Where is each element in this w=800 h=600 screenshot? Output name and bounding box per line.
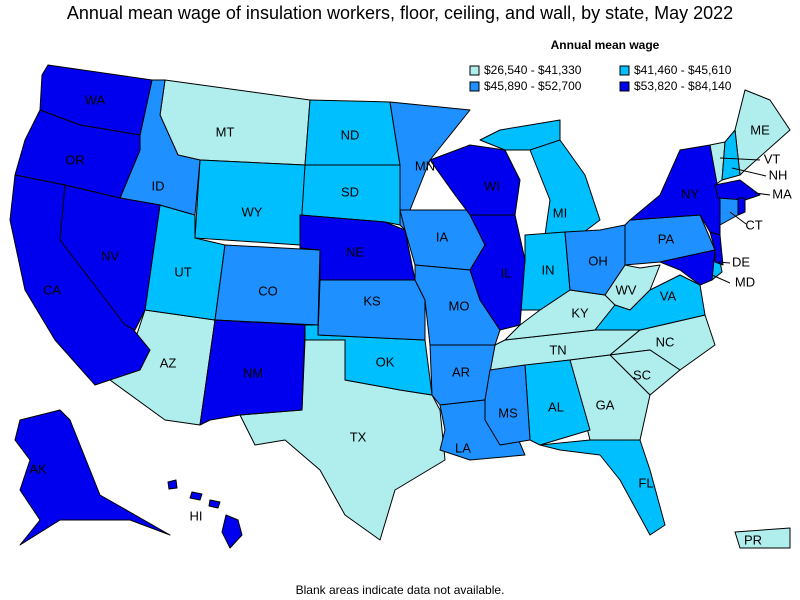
state-label: NH: [769, 167, 788, 182]
state: [709, 231, 724, 266]
leader-line: [717, 261, 731, 264]
state-label: PR: [744, 532, 762, 547]
state: [484, 364, 531, 446]
state-label: IA: [436, 229, 449, 244]
leader-line: [731, 167, 767, 177]
state-label: AL: [548, 399, 564, 414]
state: [714, 179, 761, 201]
state-label: CT: [745, 217, 762, 232]
state-label: OK: [376, 354, 395, 369]
state-label: DE: [732, 254, 750, 269]
state-label: ID: [152, 178, 165, 193]
state-label: IL: [501, 265, 512, 280]
legend-swatch: [469, 65, 480, 76]
state: [59, 184, 161, 331]
state-label: UT: [174, 264, 191, 279]
state: [469, 214, 526, 331]
state: [167, 479, 243, 549]
state-label: CO: [258, 283, 278, 298]
legend-label: $45,890 - $52,700: [484, 79, 582, 93]
state-label: MN: [415, 158, 435, 173]
state: [721, 129, 741, 181]
state-label: MA: [772, 186, 792, 201]
state: [594, 274, 706, 331]
state-label: NC: [656, 334, 675, 349]
state-label: KS: [363, 293, 381, 308]
state-label: HI: [190, 508, 203, 523]
state-label: FL: [638, 475, 653, 490]
legend-swatch: [619, 81, 630, 92]
state-label: AR: [452, 364, 470, 379]
state-label: VA: [660, 288, 677, 303]
state-label: NV: [101, 248, 119, 263]
title: Annual mean wage of insulation workers, …: [67, 3, 733, 23]
legend-swatch: [619, 65, 630, 76]
state: [194, 159, 306, 246]
state-label: GA: [596, 397, 615, 412]
legend: Annual mean wage $26,540 - $41,330 $41,4…: [469, 38, 732, 93]
state: [539, 439, 666, 536]
state-label: SC: [633, 367, 651, 382]
state: [659, 249, 716, 286]
legend-label: $26,540 - $41,330: [484, 63, 582, 77]
state-label: NY: [681, 186, 699, 201]
state-label: WV: [616, 282, 637, 297]
state-label: KY: [571, 305, 589, 320]
state-label: MO: [449, 298, 470, 313]
state: [199, 319, 306, 426]
state-label: ME: [750, 122, 770, 137]
legend-label: $41,460 - $45,610: [634, 63, 732, 77]
state: [317, 279, 426, 341]
state-label: OR: [65, 152, 85, 167]
state-label: MI: [553, 205, 567, 220]
state-label: SD: [341, 184, 359, 199]
leader-line: [729, 211, 747, 225]
state-label: MD: [735, 274, 755, 289]
state-label: WI: [484, 178, 500, 193]
state-label: LA: [455, 440, 471, 455]
state-label: TN: [549, 342, 566, 357]
state-label: VT: [764, 151, 781, 166]
state-label: PA: [658, 231, 675, 246]
state: [299, 214, 416, 281]
state: [734, 527, 791, 549]
state-labels: MT AZ TX TN KY WV NC SC GA ME VT PR ND S…: [29, 92, 792, 547]
leader-line: [719, 157, 761, 161]
leader-line: [754, 192, 771, 196]
states: [9, 64, 791, 549]
state-label: WA: [85, 92, 106, 107]
state-label: CA: [43, 282, 61, 297]
state: [717, 197, 739, 226]
state-label: AK: [29, 461, 47, 476]
state-label: TX: [350, 429, 367, 444]
state-label: AZ: [160, 355, 177, 370]
state-label: NM: [243, 365, 263, 380]
state: [14, 409, 171, 546]
state-label: ND: [341, 127, 360, 142]
state-label: WY: [242, 204, 263, 219]
state: [737, 197, 746, 216]
state-label: IN: [542, 262, 555, 277]
legend-label: $53,820 - $84,140: [634, 79, 732, 93]
state-label: NE: [346, 244, 364, 259]
state: [159, 79, 311, 166]
leader-lines: [711, 157, 771, 284]
state: [429, 144, 521, 216]
legend-title: Annual mean wage: [551, 38, 660, 52]
footnote: Blank areas indicate data not available.: [296, 583, 505, 597]
state-label: MT: [216, 124, 235, 139]
leader-line: [711, 274, 731, 284]
state-label: MS: [498, 405, 518, 420]
state: [629, 144, 721, 236]
legend-swatch: [469, 81, 480, 92]
state-label: OH: [588, 253, 608, 268]
